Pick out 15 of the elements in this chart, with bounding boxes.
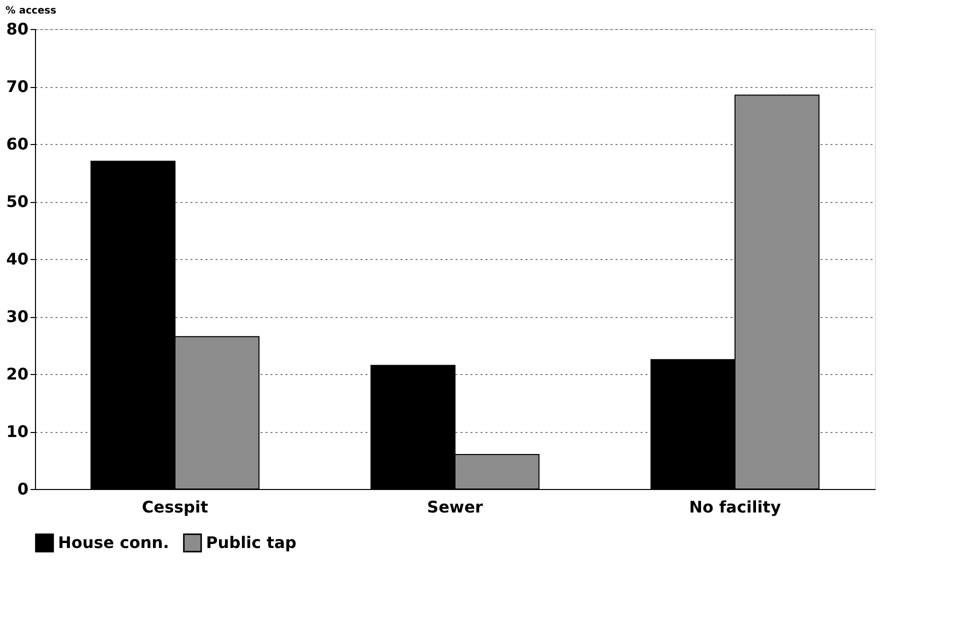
y-tick-label: 60 [6, 134, 28, 154]
legend-label: Public tap [206, 532, 296, 552]
x-tick-label: Sewer [427, 498, 484, 516]
x-tick-label: Cesspit [142, 498, 208, 516]
y-tick-label: 0 [17, 480, 28, 498]
legend-label: House conn. [58, 532, 170, 552]
y-tick-label: 80 [6, 20, 28, 38]
y-tick-label: 30 [6, 307, 28, 326]
y-tick-label: 20 [6, 364, 28, 384]
y-tick-label: 50 [6, 192, 28, 211]
y-tick-label: 10 [6, 422, 28, 441]
y-tick-label: 40 [6, 250, 28, 268]
y-axis-title: % access [6, 6, 56, 16]
x-tick-label: No facility [689, 498, 782, 516]
y-tick-label: 70 [6, 77, 28, 96]
